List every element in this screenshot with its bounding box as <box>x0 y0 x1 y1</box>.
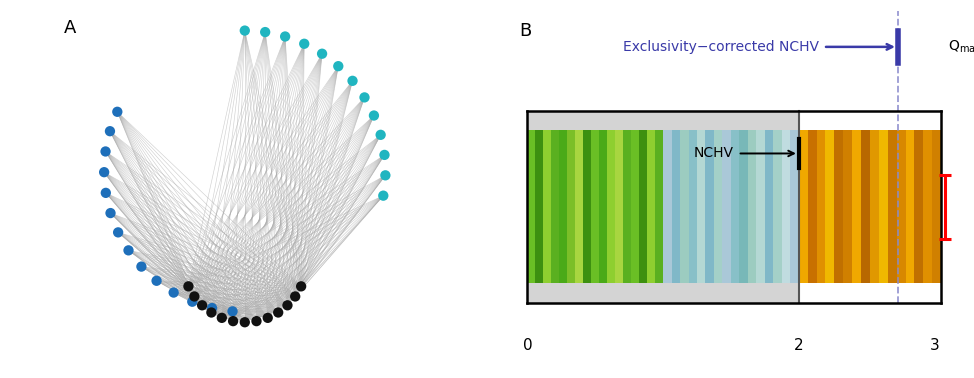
Point <box>96 169 112 175</box>
Point <box>195 302 210 308</box>
Bar <box>843 130 852 283</box>
Bar <box>567 130 576 283</box>
Bar <box>623 130 631 283</box>
Bar <box>576 130 583 283</box>
Point <box>278 34 293 40</box>
Point <box>184 299 200 305</box>
Bar <box>897 130 906 283</box>
Bar <box>879 130 887 283</box>
Point <box>121 247 136 253</box>
Bar <box>825 130 835 283</box>
Bar <box>887 130 897 283</box>
Bar <box>656 130 663 283</box>
Bar <box>765 130 773 283</box>
Bar <box>739 130 748 283</box>
Bar <box>799 130 807 283</box>
Bar <box>639 130 647 283</box>
Bar <box>583 130 591 283</box>
Bar <box>543 130 551 283</box>
Bar <box>730 130 739 283</box>
Bar <box>607 130 616 283</box>
Bar <box>757 130 765 283</box>
Point <box>330 63 346 69</box>
Point <box>102 210 118 216</box>
Point <box>237 319 252 325</box>
Point <box>345 78 360 84</box>
Bar <box>551 130 559 283</box>
Bar <box>932 130 941 283</box>
Bar <box>697 130 705 283</box>
Bar <box>527 111 799 303</box>
Bar <box>599 130 607 283</box>
Point <box>377 152 393 158</box>
Bar <box>835 130 843 283</box>
Bar <box>689 130 697 283</box>
Bar <box>861 130 870 283</box>
Text: 0: 0 <box>523 338 532 353</box>
Bar <box>799 111 941 303</box>
Point <box>98 190 114 196</box>
Text: NCHV: NCHV <box>693 146 733 161</box>
Point <box>180 284 196 290</box>
Point <box>102 128 118 134</box>
Point <box>204 310 219 316</box>
Point <box>248 318 264 324</box>
Bar <box>671 130 680 283</box>
Point <box>225 318 241 324</box>
Bar <box>663 130 671 283</box>
Point <box>109 109 125 115</box>
Bar <box>870 130 879 283</box>
Point <box>133 263 149 270</box>
Point <box>237 28 252 34</box>
Bar <box>773 130 782 283</box>
Point <box>271 310 286 316</box>
Bar <box>748 130 757 283</box>
Point <box>187 293 203 299</box>
Bar <box>852 130 861 283</box>
Bar <box>816 130 825 283</box>
Point <box>225 308 241 314</box>
Point <box>287 293 303 299</box>
Bar <box>647 130 656 283</box>
Point <box>293 284 309 290</box>
Bar <box>591 130 599 283</box>
Point <box>296 41 312 47</box>
Point <box>214 315 230 321</box>
Point <box>97 149 113 155</box>
Bar <box>680 130 689 283</box>
Bar <box>790 130 799 283</box>
Bar <box>714 130 723 283</box>
Text: B: B <box>519 22 532 40</box>
Text: 3: 3 <box>929 338 939 353</box>
Point <box>205 305 220 311</box>
Bar <box>536 130 543 283</box>
Bar <box>807 130 816 283</box>
Point <box>166 290 181 296</box>
Point <box>149 278 165 284</box>
Point <box>315 51 330 57</box>
Text: 2: 2 <box>794 338 804 353</box>
Bar <box>631 130 639 283</box>
Point <box>260 315 276 321</box>
Bar <box>527 130 536 283</box>
Point <box>378 172 393 178</box>
Bar <box>559 130 567 283</box>
Point <box>366 113 382 119</box>
Bar <box>782 130 790 283</box>
Point <box>356 94 372 101</box>
Bar <box>923 130 932 283</box>
Point <box>280 302 295 308</box>
Point <box>110 229 126 235</box>
Point <box>373 132 389 138</box>
Bar <box>723 130 730 283</box>
Bar <box>906 130 915 283</box>
Bar <box>915 130 923 283</box>
Point <box>376 193 392 199</box>
Point <box>257 29 273 35</box>
Text: A: A <box>64 19 77 37</box>
Text: Exclusivity−corrected NCHV: Exclusivity−corrected NCHV <box>623 40 819 54</box>
Bar <box>705 130 714 283</box>
Text: Q$_{\mathregular{max}}$: Q$_{\mathregular{max}}$ <box>948 39 974 55</box>
Bar <box>616 130 623 283</box>
